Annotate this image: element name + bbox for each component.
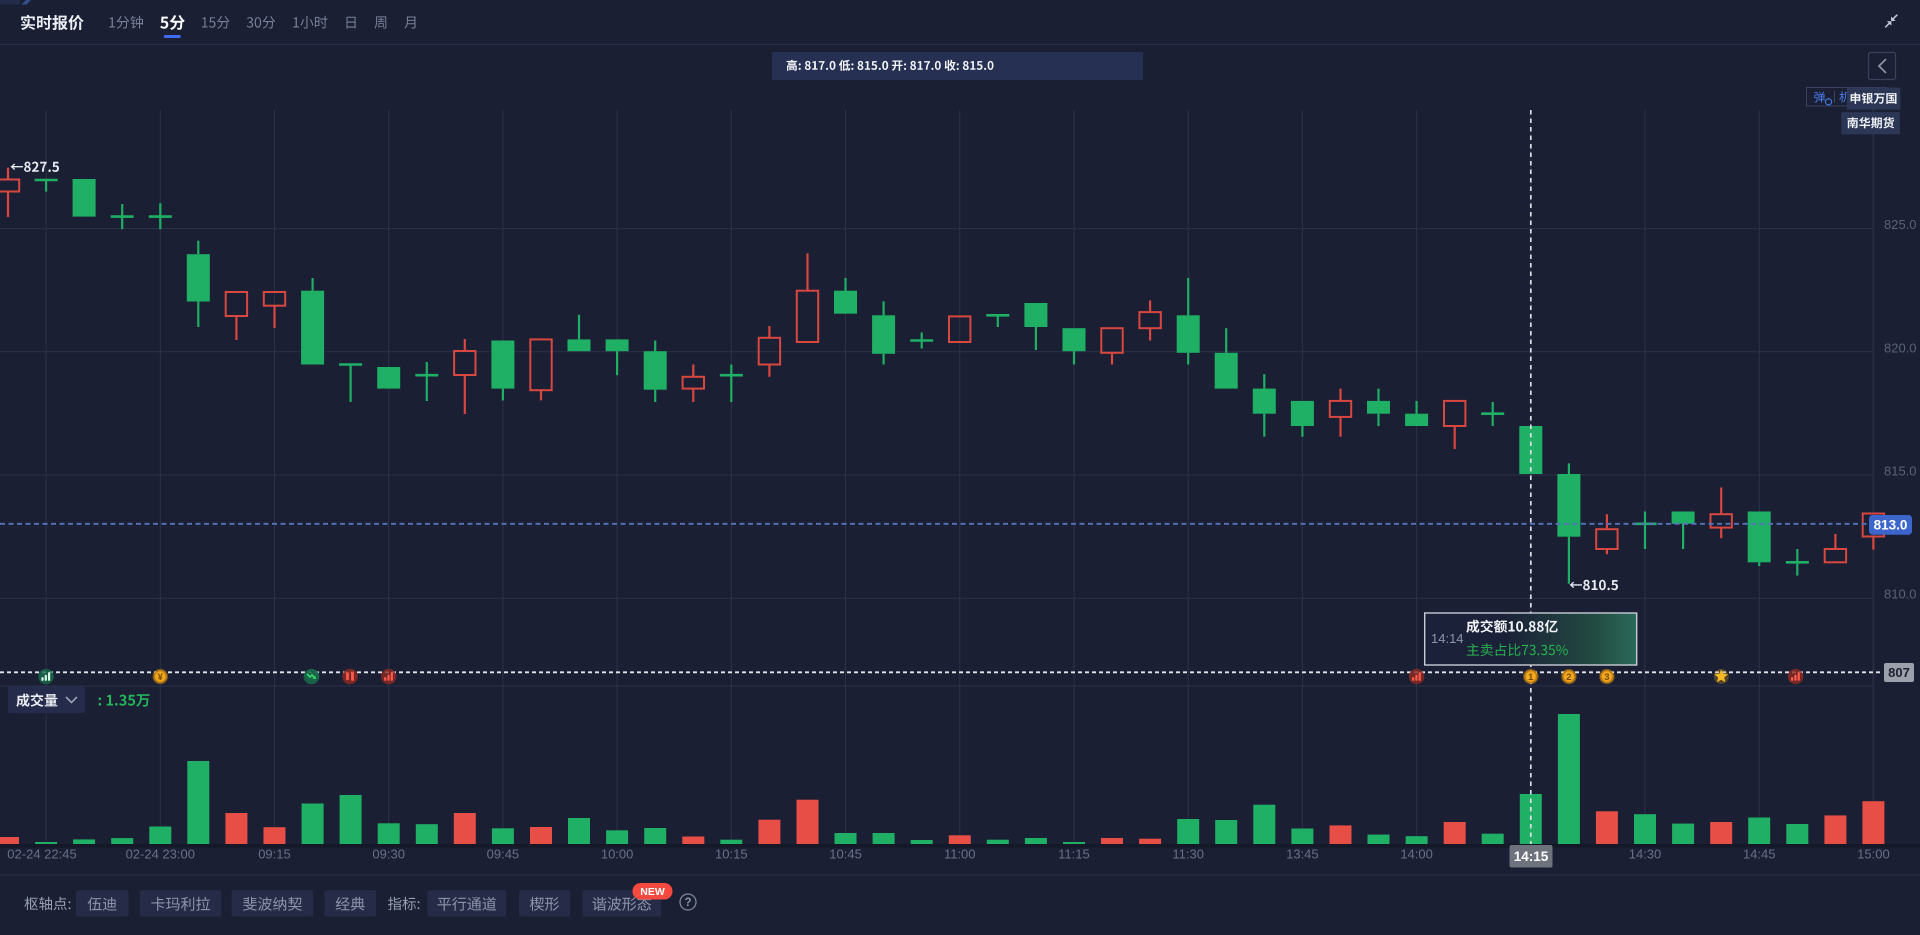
svg-text:13:45: 13:45: [1286, 847, 1319, 862]
svg-text:815.0: 815.0: [1884, 464, 1917, 479]
svg-text:02-24 23:00: 02-24 23:00: [126, 847, 195, 862]
svg-text:09:45: 09:45: [487, 847, 520, 862]
svg-text:NEW: NEW: [640, 886, 665, 898]
svg-text:14:45: 14:45: [1743, 847, 1776, 862]
svg-text:11:30: 11:30: [1172, 847, 1204, 862]
svg-text:813.0: 813.0: [1874, 518, 1908, 533]
svg-text:10:15: 10:15: [715, 847, 748, 862]
svg-text:10:00: 10:00: [601, 847, 634, 862]
svg-text:?: ?: [684, 897, 691, 909]
svg-text:11:00: 11:00: [944, 847, 976, 862]
svg-text:14:15: 14:15: [1514, 849, 1549, 864]
svg-text:02-24 22:45: 02-24 22:45: [7, 847, 76, 862]
svg-text:14:14: 14:14: [1431, 631, 1464, 646]
svg-text:2: 2: [1566, 672, 1571, 683]
svg-text:15:00: 15:00: [1857, 847, 1890, 862]
svg-text:825.0: 825.0: [1884, 217, 1917, 232]
svg-text:3: 3: [1604, 672, 1609, 683]
svg-text:807: 807: [1888, 665, 1910, 680]
svg-text:820.0: 820.0: [1884, 340, 1917, 355]
svg-text:09:15: 09:15: [258, 847, 291, 862]
svg-text:11:15: 11:15: [1058, 847, 1090, 862]
svg-text:10:45: 10:45: [829, 847, 862, 862]
svg-text:09:30: 09:30: [372, 847, 405, 862]
svg-text:1: 1: [1528, 672, 1534, 683]
svg-text:¥: ¥: [158, 672, 164, 683]
svg-text:810.0: 810.0: [1884, 587, 1917, 602]
svg-text:14:00: 14:00: [1400, 847, 1433, 862]
svg-text:14:30: 14:30: [1629, 847, 1662, 862]
